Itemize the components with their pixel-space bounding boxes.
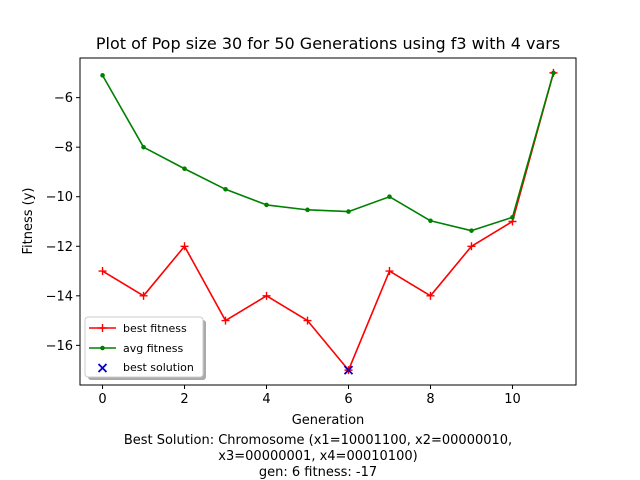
y-tick-label: −16: [46, 339, 73, 354]
data-point-avg-fitness: [264, 202, 269, 208]
axes-frame: [79, 57, 577, 386]
legend: best fitness avg fitness best solution: [84, 316, 206, 380]
y-tick-label: −6: [54, 91, 73, 106]
best-solution-marker: [343, 365, 354, 375]
data-point-best-fitness: [426, 291, 435, 300]
caption-line-3: gen: 6 fitness: -17: [259, 465, 377, 480]
x-tick-label: 2: [180, 392, 188, 407]
y-tick-label: −14: [46, 289, 73, 304]
legend-box: [84, 316, 204, 378]
legend-label-avg-fitness: avg fitness: [123, 342, 183, 355]
series-line-best-fitness: [102, 72, 555, 371]
data-point-avg-fitness: [428, 218, 433, 224]
data-point-avg-fitness: [469, 228, 474, 233]
caption-line-2: x3=00000001, x4=00010100): [218, 449, 417, 464]
data-point-best-fitness: [98, 267, 107, 276]
x-tick-label: 0: [98, 392, 106, 407]
legend-marker-best-fitness: [98, 324, 107, 332]
plot-area: [79, 57, 577, 386]
caption: Best Solution: Chromosome (x1=10001100, …: [124, 433, 512, 480]
data-point-avg-fitness: [305, 207, 310, 213]
caption-line-1: Best Solution: Chromosome (x1=10001100, …: [124, 433, 512, 448]
series-line-avg-fitness: [101, 72, 555, 232]
y-tick-label: −8: [54, 141, 73, 156]
legend-label-best-solution: best solution: [123, 361, 194, 374]
data-point-best-fitness: [180, 242, 189, 251]
x-tick-label: 6: [344, 392, 352, 407]
data-point-best-fitness: [139, 291, 148, 300]
x-axis-ticks: 0 2 4 6 8 10: [98, 385, 521, 407]
x-axis-label: Generation: [292, 413, 365, 428]
y-axis-label: Fitness (y): [21, 188, 36, 255]
data-point-avg-fitness: [100, 73, 105, 78]
series-layer: [98, 68, 558, 375]
x-tick-label: 4: [262, 392, 270, 407]
data-point-avg-fitness: [510, 214, 515, 220]
legend-label-best-fitness: best fitness: [123, 322, 187, 335]
data-point-best-fitness: [262, 291, 271, 300]
data-point-avg-fitness: [223, 186, 228, 192]
x-tick-label: 8: [426, 392, 434, 407]
y-axis-ticks: −16 −14 −12 −10 −8 −6: [46, 91, 80, 354]
y-tick-label: −12: [46, 240, 73, 255]
data-point-best-fitness: [385, 267, 394, 276]
legend-marker-best-solution: [97, 363, 108, 373]
data-point-avg-fitness: [346, 209, 351, 214]
y-tick-label: −10: [46, 190, 73, 205]
data-point-avg-fitness: [551, 70, 556, 76]
data-point-best-fitness: [303, 316, 312, 325]
legend-marker-avg-fitness: [100, 345, 105, 351]
data-point-avg-fitness: [387, 194, 392, 200]
data-point-avg-fitness: [182, 166, 187, 172]
data-point-avg-fitness: [141, 144, 146, 150]
data-point-best-fitness: [467, 242, 476, 251]
data-point-best-fitness: [221, 316, 230, 325]
x-tick-label: 10: [504, 392, 521, 407]
chart-title: Plot of Pop size 30 for 50 Generations u…: [96, 34, 560, 53]
